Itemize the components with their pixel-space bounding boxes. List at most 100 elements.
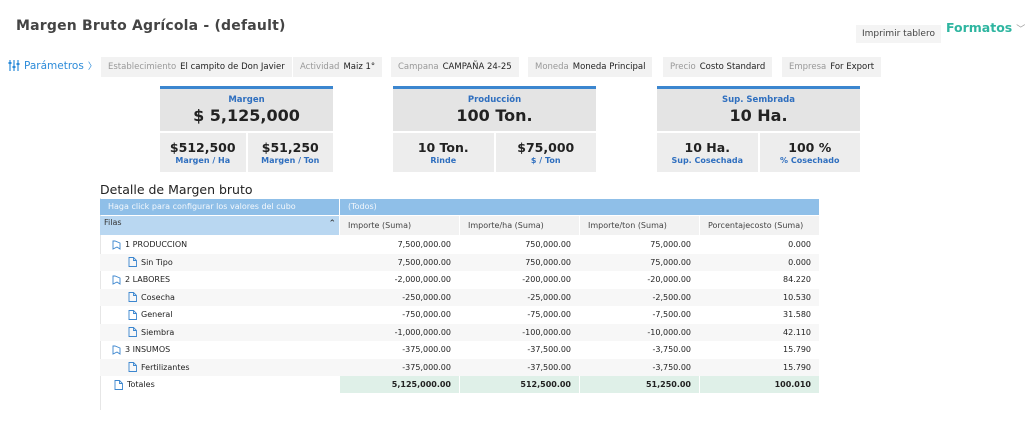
kpi-sub-label: $ / Ton (530, 156, 561, 165)
row-item-label: General (128, 306, 173, 324)
chevron-down-icon: ﹀ (1016, 25, 1026, 35)
sliders-icon (8, 60, 20, 71)
folder-open-icon[interactable] (112, 240, 121, 250)
table-row[interactable]: 3 INSUMOS -375,000.00 -37,500.00 -3,750.00 1… (100, 341, 819, 359)
cell-value: 42.110 (783, 327, 811, 337)
table-row[interactable]: Sin Tipo 7,500,000.00 750,000.00 75,000.00 0… (100, 253, 819, 272)
totals-row: Totales 5,125,000.00 512,500.00 51,250.0… (100, 376, 819, 393)
table-row[interactable]: Fertilizantes -375,000.00 -37,500.00 -3,750… (100, 358, 819, 377)
cell-value: -25,000.00 (527, 292, 571, 302)
kpi-label: Producción (467, 95, 522, 105)
cell-value: -250,000.00 (402, 292, 451, 302)
chevron-right-icon: 〉 (87, 62, 97, 72)
section-title: Detalle de Margen bruto (100, 182, 253, 197)
param-precio[interactable]: Precio Costo Standard (663, 57, 773, 77)
kpi-sub-value: $512,500 (169, 140, 236, 155)
kpi-sub-label: % Cosechado (780, 156, 840, 165)
param-campana[interactable]: Campana CAMPAÑA 24-25 (391, 57, 519, 77)
table-row[interactable]: 1 PRODUCCION 7,500,000.00 750,000.00 75,000… (100, 236, 819, 254)
totals-value: 51,250.00 (645, 380, 691, 389)
cell-value: -7,500.00 (652, 310, 691, 319)
cell-value: 750,000.00 (525, 240, 571, 249)
kpi-sub-value: 100 % (788, 140, 832, 155)
column-header-importe-ton[interactable]: Importe/ton (Suma) (580, 216, 699, 235)
row-item-label: Cosecha (128, 289, 175, 307)
table-row[interactable]: Cosecha -250,000.00 -25,000.00 -2,500.00 10.… (100, 288, 819, 307)
kpi-card-sup-sembrada: Sup. Sembrada 10 Ha. 10 Ha. Sup. Cosechad… (657, 86, 860, 172)
print-dashboard-button[interactable]: Imprimir tablero (856, 25, 941, 43)
column-header-importe-ha[interactable]: Importe/ha (Suma) (460, 216, 579, 235)
header: Margen Bruto Agrícola - (default) Imprim… (0, 0, 1028, 50)
document-icon (128, 257, 137, 268)
rows-header[interactable]: Filas ⌃ (100, 216, 339, 235)
param-actividad[interactable]: Actividad Maiz 1° (293, 57, 383, 77)
formats-dropdown[interactable]: Formatos ﹀ (946, 20, 1025, 35)
kpi-sub-label: Rinde (430, 156, 457, 165)
table-row[interactable]: General -750,000.00 -75,000.00 -7,500.00 31.… (100, 306, 819, 324)
row-group-label: 3 INSUMOS (112, 341, 170, 359)
kpi-sub-label: Margen / Ha (175, 156, 231, 165)
cell-value: -10,000.00 (647, 327, 691, 337)
kpi-value: $ 5,125,000 (193, 106, 300, 125)
totals-value: 512,500.00 (520, 380, 571, 389)
cell-value: 7,500,000.00 (397, 257, 451, 267)
folder-open-icon[interactable] (112, 275, 121, 285)
document-icon (128, 292, 137, 303)
param-moneda[interactable]: Moneda Moneda Principal (528, 57, 653, 77)
cell-value: -375,000.00 (402, 345, 451, 354)
page-title: Margen Bruto Agrícola - (default) (16, 18, 286, 34)
totals-value: 5,125,000.00 (391, 380, 451, 389)
cell-value: 7,500,000.00 (397, 240, 451, 249)
cell-value: 31.580 (783, 310, 811, 319)
cell-value: 15.790 (783, 345, 811, 354)
kpi-sub-value: 10 Ton. (417, 140, 469, 155)
folder-open-icon[interactable] (112, 345, 121, 355)
cell-value: 75,000.00 (650, 240, 691, 249)
cell-value: 0.000 (788, 257, 811, 267)
kpi-card-margen: Margen $ 5,125,000 $512,500 Margen / Ha $… (160, 86, 333, 172)
parameters-button[interactable]: Parámetros 〉 (8, 59, 97, 72)
kpi-sub-label: Margen / Ton (261, 156, 320, 165)
cell-value: -100,000.00 (522, 327, 571, 337)
cell-value: 15.790 (783, 362, 811, 372)
all-columns-bar[interactable]: (Todos) (340, 199, 819, 215)
cell-value: 10.530 (783, 292, 811, 302)
row-item-label: Siembra (128, 324, 174, 342)
cell-value: 75,000.00 (650, 257, 691, 267)
cell-value: -750,000.00 (402, 310, 451, 319)
table-row[interactable]: 2 LABORES -2,000,000.00 -200,000.00 -20,000… (100, 271, 819, 289)
document-icon (128, 309, 137, 320)
row-group-label: 2 LABORES (112, 271, 170, 289)
cell-value: -75,000.00 (527, 310, 571, 319)
caret-up-icon[interactable]: ⌃ (328, 219, 336, 229)
kpi-sub-value: $75,000 (517, 140, 575, 155)
row-item-label: Sin Tipo (128, 254, 173, 272)
totals-label: Totales (114, 376, 155, 393)
cell-value: -1,000,000.00 (394, 327, 451, 337)
document-icon (128, 362, 137, 373)
document-icon (128, 327, 137, 338)
parameters-bar: Parámetros 〉 Establecimiento El campito d… (0, 57, 1028, 79)
column-header-importe[interactable]: Importe (Suma) (340, 216, 459, 235)
cell-value: -37,500.00 (527, 345, 571, 354)
kpi-card-produccion: Producción 100 Ton. 10 Ton. Rinde $75,000… (393, 86, 596, 172)
parameters-label: Parámetros (24, 59, 84, 72)
kpi-label: Sup. Sembrada (721, 95, 796, 105)
cell-value: -3,750.00 (652, 362, 691, 372)
rows-header-label: Filas (104, 218, 122, 227)
configure-cube-bar[interactable]: Haga click para configurar los valores d… (100, 199, 339, 215)
param-empresa[interactable]: Empresa For Export (782, 57, 882, 77)
cell-value: 750,000.00 (525, 257, 571, 267)
kpi-value: 10 Ha. (729, 106, 788, 125)
param-establecimiento[interactable]: Establecimiento El campito de Don Javier (101, 57, 292, 77)
cell-value: -2,000,000.00 (394, 275, 451, 284)
column-header-porcentaje-costo[interactable]: Porcentajecosto (Suma) (700, 216, 819, 235)
formats-label: Formatos (946, 20, 1013, 35)
cell-value: -20,000.00 (647, 275, 691, 284)
kpi-sub-value: $51,250 (261, 140, 319, 155)
row-group-label: 1 PRODUCCION (112, 236, 187, 254)
table-row[interactable]: Siembra -1,000,000.00 -100,000.00 -10,000.0… (100, 323, 819, 342)
cell-value: -200,000.00 (522, 275, 571, 284)
row-item-label: Fertilizantes (128, 359, 190, 377)
document-icon (114, 379, 123, 390)
